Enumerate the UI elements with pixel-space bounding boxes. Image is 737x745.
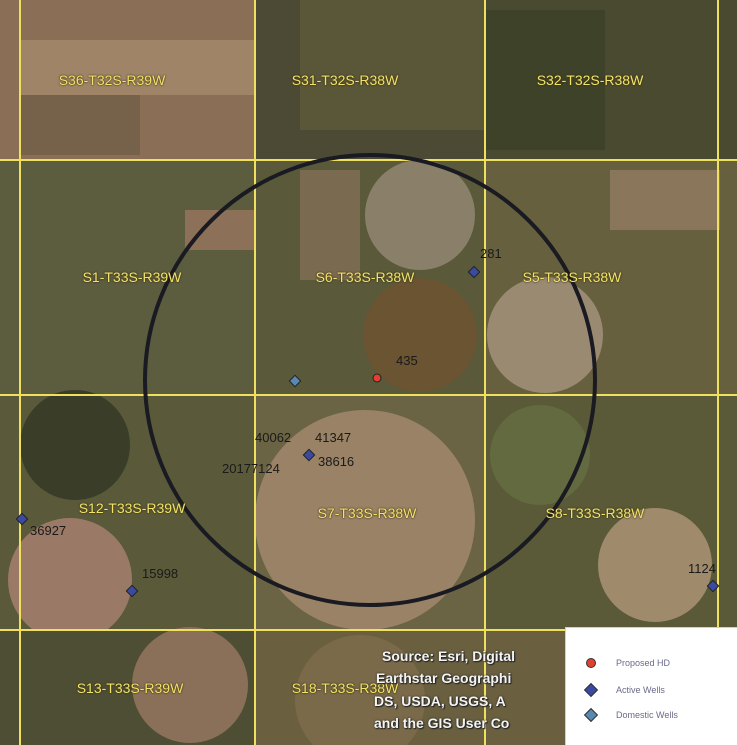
section-label: S5-T33S-R38W — [522, 269, 622, 285]
source-line: and the GIS User Co — [374, 715, 510, 731]
section-label: S13-T33S-R39W — [76, 680, 184, 696]
well-marker-1124 — [706, 579, 720, 593]
well-label: 281 — [480, 246, 502, 261]
legend-label: Proposed HD — [616, 658, 671, 668]
well-marker-435 — [372, 373, 382, 383]
well-label: 1124 — [688, 561, 716, 576]
legend-label: Active Wells — [616, 685, 665, 695]
section-label: S7-T33S-R38W — [317, 505, 417, 521]
legend-item-proposed: Proposed HD — [586, 654, 670, 672]
source-line: Earthstar Geographi — [376, 670, 512, 686]
section-label: S6-T33S-R38W — [315, 269, 415, 285]
well-marker-domestic — [288, 374, 302, 388]
well-label: 435 — [396, 353, 418, 368]
domestic-well-icon — [583, 707, 599, 723]
proposed-marker-icon — [586, 658, 596, 668]
radius-circle — [143, 153, 597, 607]
well-marker-36927 — [15, 512, 29, 526]
well-marker-281 — [467, 265, 481, 279]
well-label: 36927 — [30, 523, 67, 538]
well-marker-15998 — [125, 584, 139, 598]
section-label: S1-T33S-R39W — [82, 269, 182, 285]
well-label: 38616 — [318, 454, 355, 469]
section-label: S36-T32S-R39W — [58, 72, 166, 88]
source-line: DS, USDA, USGS, A — [374, 693, 506, 709]
well-label: 20177124 — [222, 461, 280, 476]
active-well-icon — [583, 682, 599, 698]
well-marker-38616 — [302, 448, 316, 462]
section-label: S18-T33S-R38W — [291, 680, 399, 696]
legend-label: Domestic Wells — [616, 710, 678, 720]
section-label: S31-T32S-R38W — [291, 72, 399, 88]
legend-item-domestic: Domestic Wells — [583, 706, 678, 724]
section-label: S8-T33S-R38W — [545, 505, 645, 521]
legend-item-active: Active Wells — [583, 681, 665, 699]
section-label: S32-T32S-R38W — [536, 72, 644, 88]
map-legend: Proposed HD Active Wells Domestic Wells — [565, 627, 737, 745]
well-label: 40062 — [255, 430, 292, 445]
source-line: Source: Esri, Digital — [382, 648, 516, 664]
section-label: S12-T33S-R39W — [78, 500, 186, 516]
well-label: 41347 — [315, 430, 352, 445]
well-label: 15998 — [142, 566, 179, 581]
